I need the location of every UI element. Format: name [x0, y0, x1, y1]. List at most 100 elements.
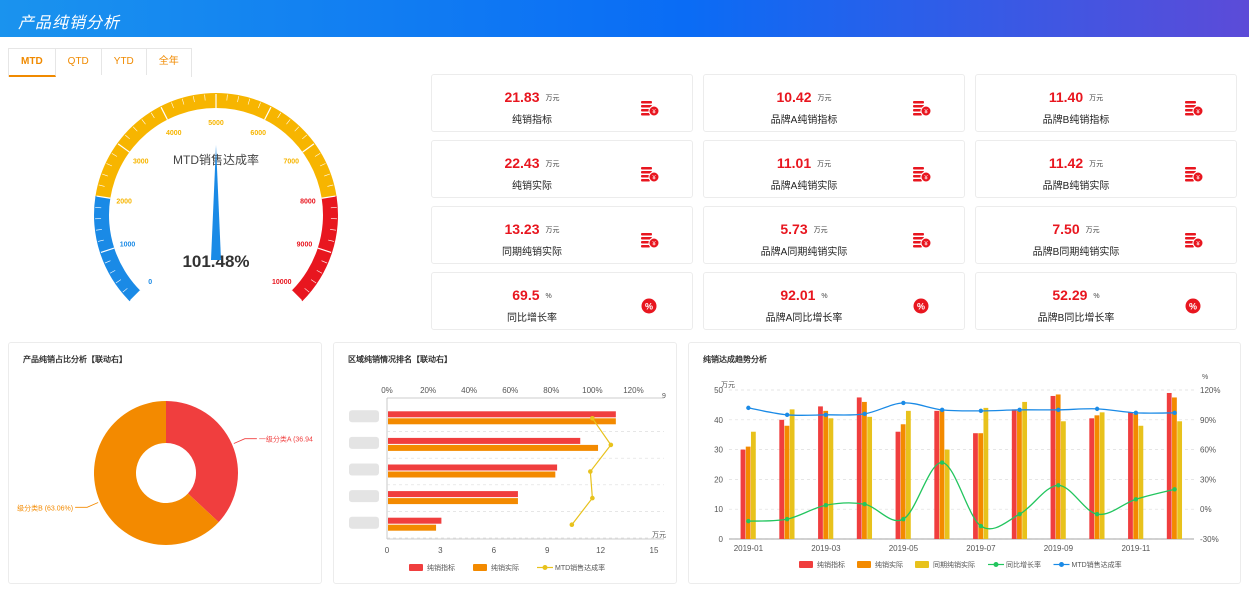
gauge-tick — [98, 184, 105, 187]
tab-ytd[interactable]: YTD — [101, 49, 147, 75]
kpi-value: 69.5% — [512, 287, 552, 303]
kpi-card[interactable]: 11.01 万元 品牌A纯销实际 ¥ — [703, 140, 965, 198]
y2-axis-tick: -30% — [1200, 535, 1219, 544]
gauge-band-red — [291, 195, 339, 302]
tab-qtd[interactable]: QTD — [55, 49, 102, 75]
pie-chart: 一级分类A (36.94 级分类B (63.06%) — [17, 401, 313, 545]
trend-bar — [1099, 412, 1105, 539]
achievement-rate-point — [978, 408, 984, 414]
legend-swatch — [799, 561, 813, 568]
kpi-label: 品牌A纯销实际 — [770, 181, 838, 192]
rate-point — [590, 416, 595, 421]
kpi-label: 品牌B同比增长率 — [1037, 313, 1115, 324]
trend-bar — [823, 410, 829, 539]
achievement-rate-point — [901, 400, 906, 406]
tab-mtd[interactable]: MTD — [9, 49, 56, 77]
gauge-tick — [328, 239, 335, 242]
growth-rate-point — [784, 516, 790, 522]
period-tabs: MTD QTD YTD 全年 — [8, 48, 192, 77]
kpi-value: 11.01 万元 — [776, 155, 832, 171]
trend-bar — [1138, 425, 1144, 539]
gauge-tick — [237, 96, 239, 103]
kpi-card[interactable]: 69.5% 同比增长率% — [431, 272, 693, 330]
legend-label: 同期纯销实际 — [933, 560, 975, 569]
gauge-tick — [314, 153, 321, 157]
trend-bar — [1166, 392, 1172, 539]
region-name-placeholder — [349, 516, 379, 529]
pie-label-line — [75, 502, 99, 508]
gauge-tick — [291, 290, 302, 301]
trend-bar — [939, 409, 945, 539]
trend-bar — [818, 406, 823, 539]
trend-bar — [1050, 395, 1056, 539]
trend-bar — [1094, 415, 1100, 539]
trend-bar — [1089, 418, 1095, 539]
growth-rate-point — [746, 518, 751, 524]
kpi-value: 7.50 万元 — [1052, 221, 1100, 237]
trend-bar — [1055, 394, 1061, 539]
growth-rate-line — [748, 461, 1175, 530]
x-axis-tick: 2019-05 — [889, 544, 919, 553]
kpi-card[interactable]: 11.42 万元 品牌B纯销实际 ¥ — [975, 140, 1237, 198]
x-axis-tick: 2019-09 — [1044, 544, 1074, 553]
gauge-tick — [102, 173, 108, 177]
kpi-label: 品牌A同比增长率 — [765, 313, 843, 324]
legend-swatch — [409, 564, 423, 571]
gauge-tick-label: 4000 — [166, 130, 182, 137]
trend-bar — [1133, 413, 1139, 539]
kpi-card[interactable]: 7.50 万元 品牌B同期纯销实际 ¥ — [975, 206, 1237, 264]
trend-bar — [1011, 409, 1017, 539]
trend-panel-title: 纯销达成趋势分析 — [703, 355, 767, 364]
pct-axis-tick: 120% — [623, 386, 643, 395]
kpi-value: 13.23 万元 — [504, 221, 560, 237]
gauge-tick — [150, 112, 155, 119]
legend-label: 纯销实际 — [491, 563, 519, 572]
gauge-tick-label: 6000 — [250, 130, 266, 137]
kpi-card[interactable]: 5.73 万元 品牌A同期纯销实际 ¥ — [703, 206, 965, 264]
tab-full-year[interactable]: 全年 — [146, 49, 191, 75]
kpi-unit: 万元 — [817, 95, 832, 103]
gauge-tick — [181, 98, 185, 105]
y-axis-unit: 万元 — [721, 381, 735, 389]
achievement-rate-point — [1017, 407, 1022, 413]
trend-bar — [789, 409, 795, 539]
percent-icon: % — [913, 298, 929, 314]
kpi-card[interactable]: 92.01% 品牌A同比增长率% — [703, 272, 965, 330]
y-axis-tick: 0 — [719, 535, 724, 544]
trend-bar — [740, 449, 746, 539]
value-axis-tick: 15 — [650, 546, 659, 555]
trend-bar — [828, 418, 834, 539]
kpi-card[interactable]: 13.23 万元 同期纯销实际 ¥ — [431, 206, 693, 264]
kpi-value: 5.73 万元 — [780, 221, 828, 237]
pct-axis-extra: 9 — [662, 393, 666, 400]
kpi-card[interactable]: 52.29% 品牌B同比增长率% — [975, 272, 1237, 330]
gauge-tick — [125, 134, 130, 140]
gauge-tick-label: 1000 — [120, 242, 136, 249]
kpi-card[interactable]: 10.42 万元 品牌A纯销指标 ¥ — [703, 74, 965, 132]
gauge-tick-label: 0 — [148, 279, 152, 286]
legend-swatch-dot — [993, 562, 999, 567]
legend-label: 纯销实际 — [875, 560, 903, 569]
gauge-tick — [330, 229, 337, 231]
svg-text:¥: ¥ — [1196, 110, 1200, 116]
kpi-label: 品牌B同期纯销实际 — [1032, 247, 1120, 258]
y-axis-tick: 30 — [714, 446, 723, 455]
region-name-placeholder — [349, 490, 379, 503]
pie-slice — [166, 401, 239, 523]
page-title: 产品纯销分析 — [18, 15, 121, 32]
gauge-tick — [302, 134, 307, 140]
gauge-tick — [258, 102, 261, 109]
kpi-card[interactable]: 22.43 万元 纯销实际 ¥ — [431, 140, 693, 198]
gauge-tick — [304, 288, 310, 293]
value-axis-tick: 3 — [438, 546, 443, 555]
bar-actual — [388, 444, 599, 451]
coins-icon: ¥ — [641, 101, 660, 117]
trend-bar — [856, 397, 862, 539]
trend-bar — [1017, 410, 1022, 539]
kpi-card[interactable]: 21.83 万元 纯销指标 ¥ — [431, 74, 693, 132]
y2-axis-tick: 30% — [1200, 475, 1216, 484]
gauge-band-blue — [94, 195, 141, 302]
kpi-card[interactable]: 11.40 万元 品牌B纯销指标 ¥ — [975, 74, 1237, 132]
y-axis-tick: 40 — [714, 416, 723, 425]
